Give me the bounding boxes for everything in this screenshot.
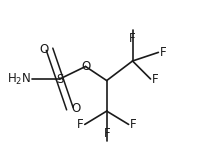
Text: S: S (56, 73, 63, 85)
Text: O: O (81, 60, 90, 73)
Text: F: F (130, 118, 136, 131)
Text: F: F (77, 118, 83, 131)
Text: H$_2$N: H$_2$N (7, 71, 32, 87)
Text: F: F (129, 32, 136, 45)
Text: F: F (103, 127, 110, 140)
Text: F: F (160, 46, 166, 59)
Text: O: O (39, 43, 48, 56)
Text: O: O (71, 102, 80, 115)
Text: F: F (152, 73, 159, 85)
